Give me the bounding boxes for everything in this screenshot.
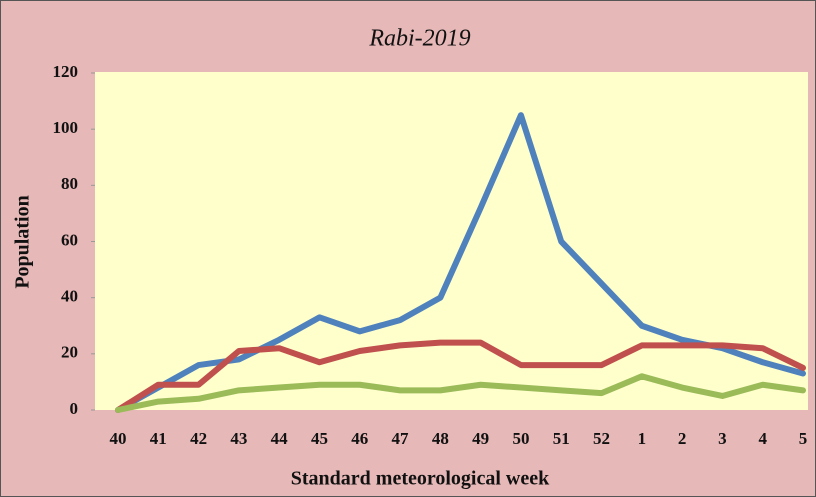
y-tick-label: 100 — [53, 118, 79, 137]
x-axis-label: Standard meteorological week — [291, 468, 550, 490]
x-tick-label: 1 — [638, 429, 647, 448]
y-tick-label: 0 — [70, 399, 79, 418]
series-line — [115, 339, 806, 413]
x-tick-label: 48 — [432, 429, 449, 448]
x-tick-label: 50 — [512, 429, 529, 448]
x-tick-label: 2 — [678, 429, 687, 448]
x-tick-label: 4 — [758, 429, 767, 448]
x-tick-label: 40 — [110, 429, 127, 448]
x-tick-label: 41 — [150, 429, 167, 448]
y-tick-label: 40 — [61, 287, 78, 306]
y-tick-label: 20 — [61, 343, 78, 362]
y-axis-label: Population — [12, 195, 34, 288]
x-tick-label: 46 — [351, 429, 368, 448]
y-tick-label: 120 — [53, 62, 79, 81]
x-tick-label: 47 — [392, 429, 410, 448]
x-tick-label: 5 — [799, 429, 808, 448]
x-tick-label: 52 — [593, 429, 610, 448]
x-tick-label: 51 — [553, 429, 570, 448]
x-tick-label: 44 — [271, 429, 289, 448]
x-tick-label: 43 — [230, 429, 247, 448]
chart-title: Rabi-2019 — [368, 26, 470, 52]
x-tick-label: 49 — [472, 429, 489, 448]
y-tick-label: 80 — [61, 174, 78, 193]
plot-area — [95, 72, 808, 410]
series-line — [115, 373, 806, 413]
x-tick-label: 45 — [311, 429, 328, 448]
y-tick-label: 60 — [61, 230, 78, 249]
x-tick-label: 42 — [190, 429, 207, 448]
x-tick-label: 3 — [718, 429, 727, 448]
